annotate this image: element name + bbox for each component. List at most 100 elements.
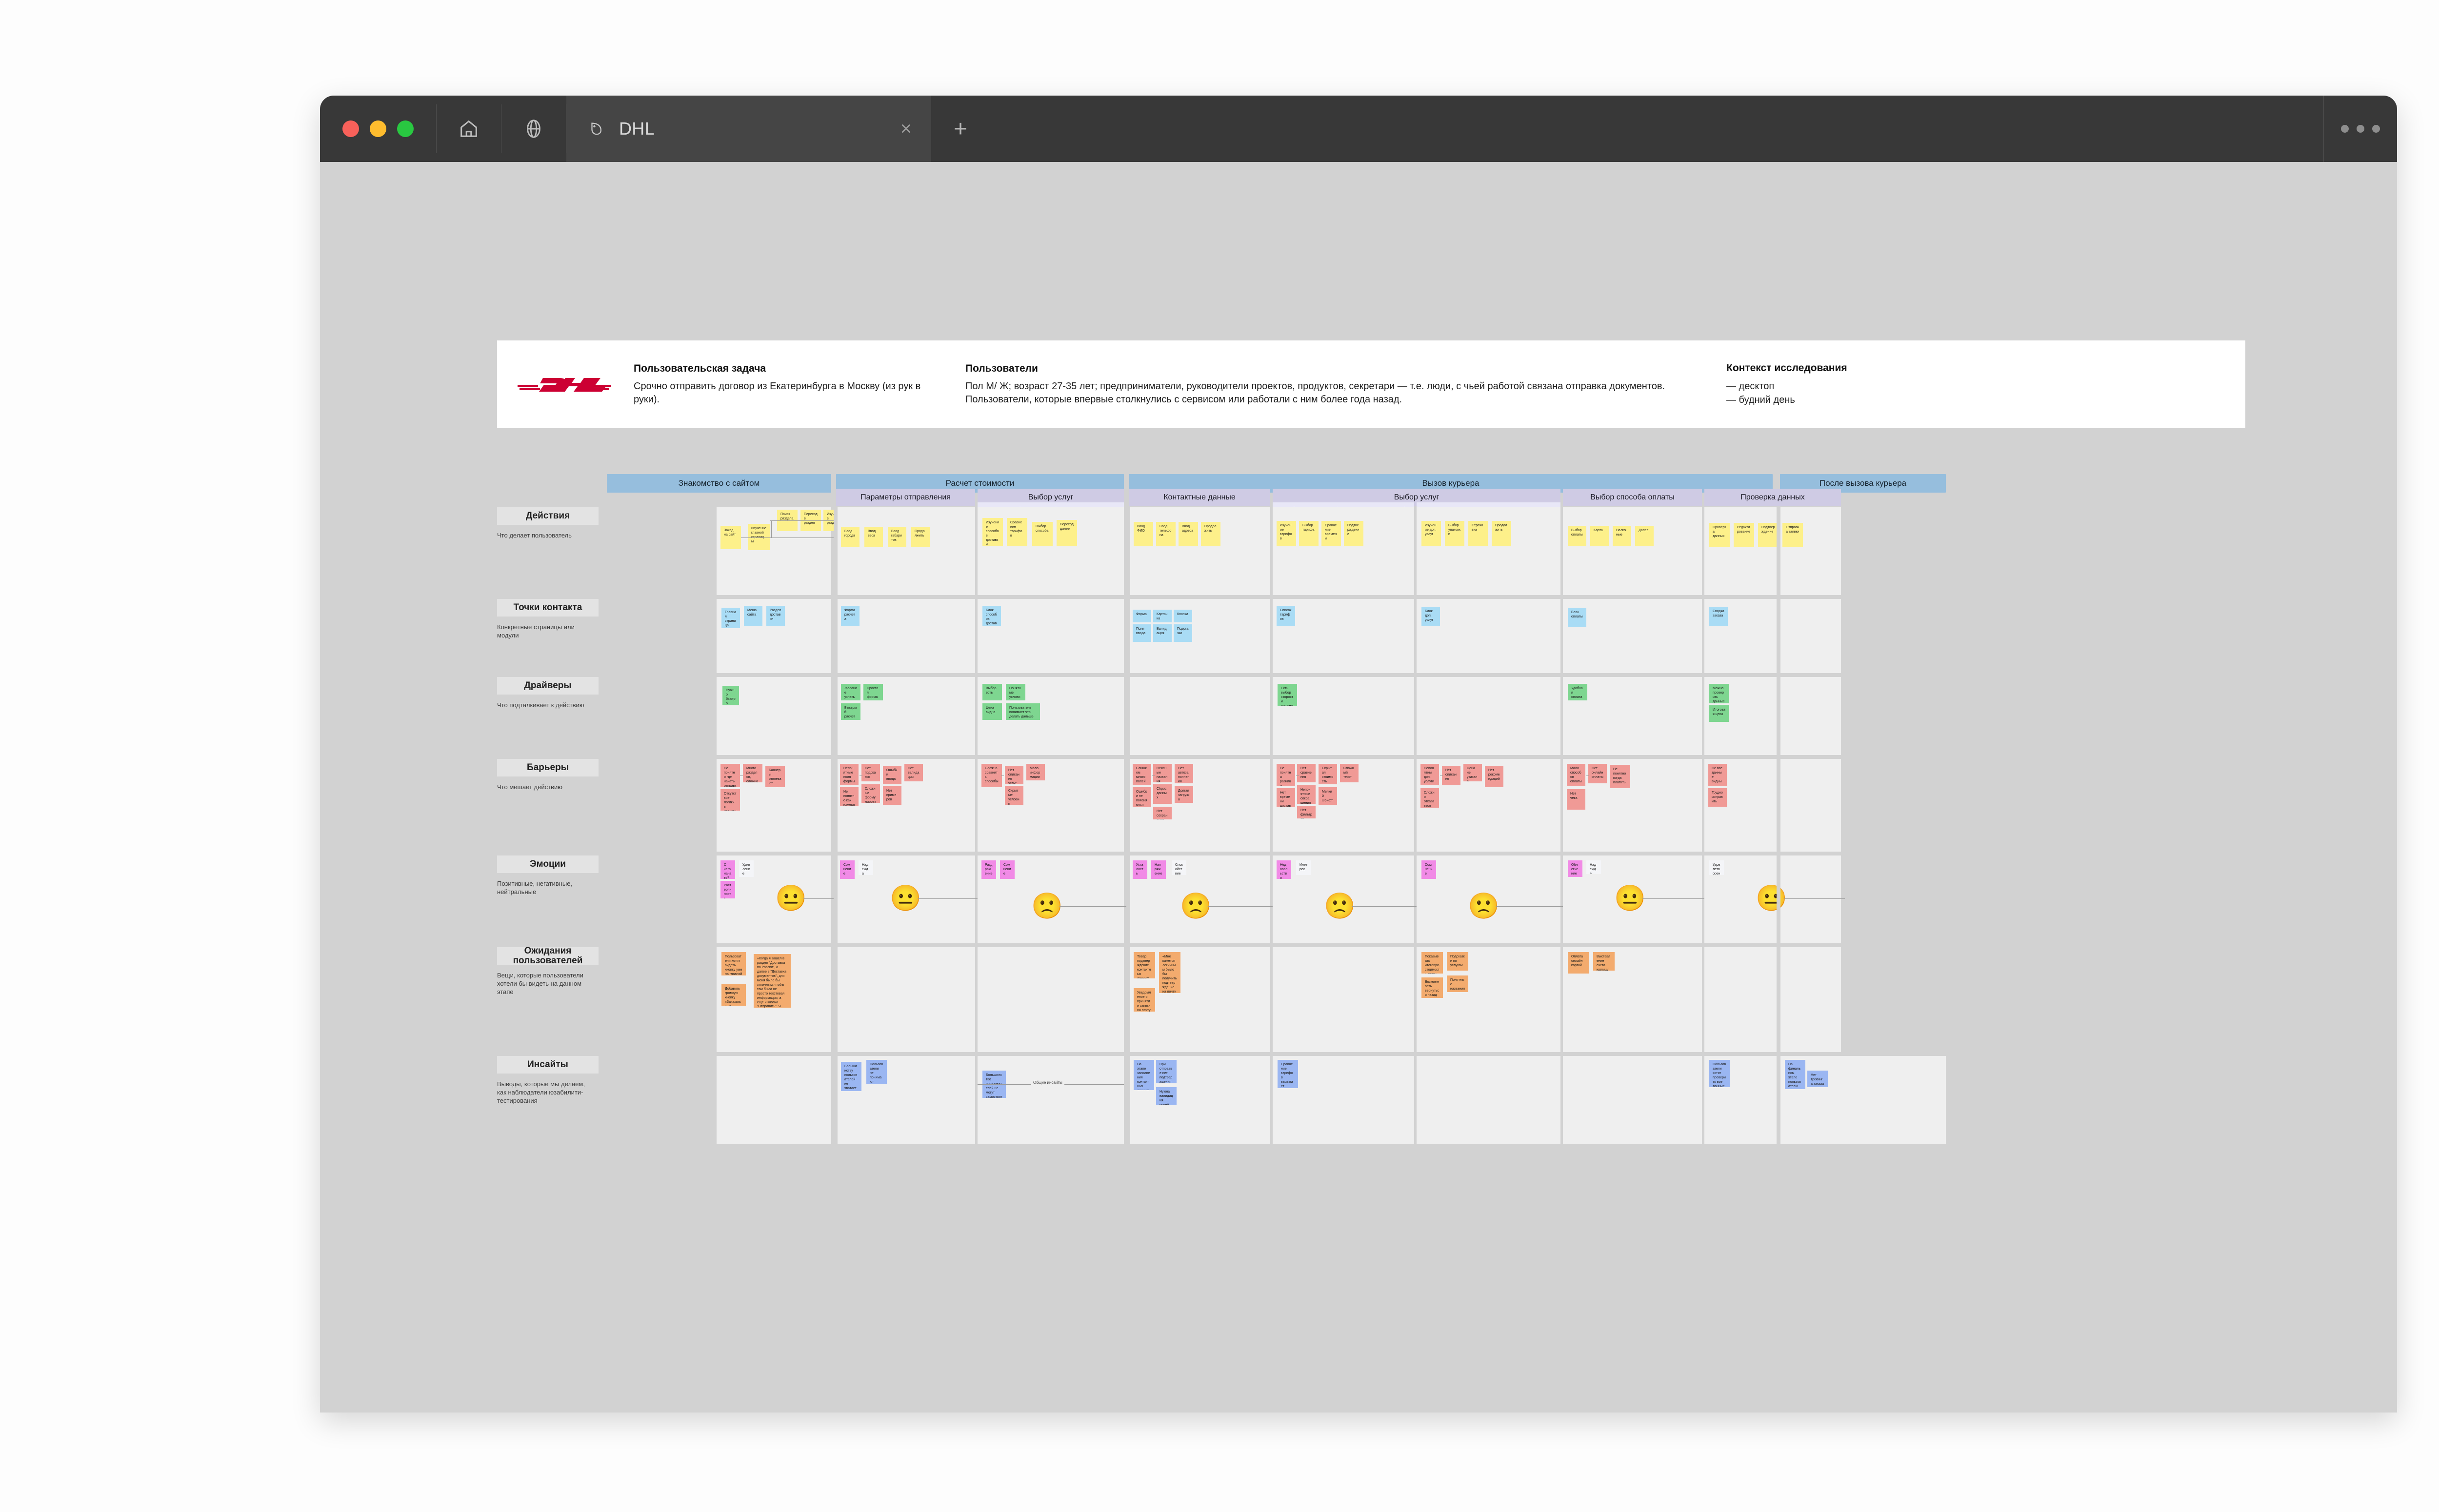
sticky-note[interactable]: Сложно сравнить способы <box>981 764 1002 787</box>
sticky-note[interactable]: Пользователи не понимают габариты и вес … <box>866 1060 887 1084</box>
sticky-note[interactable]: Нет валидации <box>904 764 923 781</box>
sticky-note[interactable]: Понятные условия <box>1006 684 1025 700</box>
cell-r5-c3[interactable]: Товар подтверждение контактных данных см… <box>1129 947 1270 1052</box>
sticky-note[interactable]: Отправка заявки <box>1782 523 1803 547</box>
sticky-note[interactable]: Пользователи хотят проверить все данные … <box>1709 1060 1730 1087</box>
page-viewport[interactable]: Пользовательская задача Срочно отправить… <box>320 162 2397 1413</box>
cell-r1-c3[interactable]: Форма Карточка Кнопка Поля ввода Валидация По… <box>1129 599 1270 673</box>
cell-r4-c1[interactable]: Сомнение Надежда 😐 <box>836 855 979 943</box>
sticky-note[interactable]: Надежда <box>859 860 873 875</box>
sticky-note[interactable]: Страховка <box>1468 521 1488 546</box>
sticky-note[interactable]: Непонятны доп. услуги <box>1420 764 1439 785</box>
cell-r1-c0[interactable]: Главная страница Меню сайта Раздел доставк… <box>717 599 831 673</box>
substage-header-2[interactable]: Контактные данные <box>1129 489 1270 506</box>
cell-r3-c0[interactable]: Не понятно где начать отправку документа… <box>717 759 831 852</box>
sticky-note[interactable]: Список тарифов <box>1277 606 1295 626</box>
sticky-note[interactable]: Выбор тарифа <box>1299 521 1319 546</box>
sticky-note[interactable]: Переход далее <box>1057 520 1077 546</box>
sticky-note[interactable]: Уведомление о принятии заявки на почту <box>1134 988 1155 1012</box>
sticky-note[interactable]: Проверка данных <box>1709 523 1730 547</box>
sticky-note[interactable]: Блок способов доставки <box>982 606 1001 626</box>
sticky-note[interactable]: Выставление счета юрлицу <box>1593 952 1615 971</box>
sticky-note[interactable]: Нет трекинга заказа <box>1807 1071 1828 1087</box>
sticky-note[interactable]: Итоговая цена <box>1709 705 1729 722</box>
sticky-note[interactable]: Цена видна <box>982 703 1002 720</box>
sticky-note[interactable]: Редактирование <box>1734 523 1754 547</box>
sticky-note[interactable]: Карточка <box>1153 610 1172 622</box>
cell-r1-c4[interactable]: Список тарифов <box>1273 599 1414 673</box>
sticky-note[interactable]: Есть выбор скорости доставки <box>1278 684 1297 706</box>
sticky-note[interactable]: Блок оплаты <box>1568 608 1586 627</box>
cell-r2-c4[interactable]: Есть выбор скорости доставки <box>1273 677 1414 755</box>
sticky-note[interactable]: Сравнение времени <box>1321 521 1341 546</box>
cell-r5-c5[interactable]: Показывать итоговую стоимость сразу Возмо… <box>1417 947 1560 1052</box>
cell-r6-c0[interactable] <box>717 1056 831 1144</box>
sticky-note[interactable]: Пользователи хотят видеть кнопку уже на … <box>721 952 746 975</box>
cell-r0-c1[interactable]: Ввод города Ввод веса Ввод габаритов Продол… <box>836 507 975 595</box>
sticky-note[interactable]: Выбор упаковки <box>1445 521 1464 546</box>
cell-r1-c5[interactable]: Блок доп. услуг <box>1417 599 1560 673</box>
sticky-note[interactable]: Понятные названия <box>1447 975 1468 992</box>
sticky-note[interactable]: Цена не указана <box>1463 764 1482 781</box>
cell-r5-c4[interactable] <box>1273 947 1414 1052</box>
sticky-note[interactable]: Ошибки ввода <box>883 766 901 784</box>
substage-header-0[interactable]: Параметры отправления <box>836 489 975 506</box>
sticky-note[interactable]: Изучение главной страницы <box>748 524 770 550</box>
sticky-note[interactable]: Нет времени доставки <box>1277 788 1295 807</box>
sticky-note[interactable]: Спокойствие <box>1172 860 1186 875</box>
sticky-note[interactable]: Желание узнать цену <box>841 684 860 700</box>
cell-r5-c6[interactable]: Оплата онлайн картой Выставление счета юр… <box>1563 947 1702 1052</box>
cell-r5-c0[interactable]: Пользователи хотят видеть кнопку уже на … <box>717 947 831 1052</box>
sticky-note[interactable]: Трудно исправить <box>1708 788 1727 807</box>
sticky-note[interactable]: Ввод адреса <box>1179 522 1198 546</box>
sticky-note[interactable]: Оплата онлайн картой <box>1568 952 1589 974</box>
cell-r3-c5[interactable]: Непонятны доп. услуги Нет описания Цена не… <box>1417 759 1560 852</box>
sticky-note[interactable]: Раздражение <box>981 860 996 879</box>
sticky-note[interactable]: Подсказки <box>1174 624 1192 642</box>
cell-r4-c7[interactable]: Удовлетворение 😐 <box>1704 855 1845 943</box>
sticky-note[interactable]: Растерянность <box>720 881 735 898</box>
cell-r4-c3[interactable]: Усталость Напряжение Спокойствие 🙁 <box>1129 855 1274 943</box>
maximize-window-button[interactable] <box>397 120 414 137</box>
substage-header-4[interactable]: Выбор способа оплаты <box>1563 489 1702 506</box>
sticky-note[interactable]: Удобная оплата <box>1568 684 1587 700</box>
new-tab-button[interactable]: + <box>953 116 968 142</box>
sticky-note[interactable]: Не понятно как измерять <box>840 787 859 806</box>
sticky-note[interactable]: Нет подсказок <box>861 764 880 781</box>
sticky-note[interactable]: Напряжение <box>1151 860 1166 879</box>
sticky-note[interactable]: Много разделов, сложно найти нужный <box>743 764 762 782</box>
cell-r2-c3[interactable] <box>1129 677 1270 755</box>
sticky-note[interactable]: Непонятные поля формы <box>840 764 859 785</box>
globe-button[interactable] <box>501 96 566 162</box>
minimize-window-button[interactable] <box>370 120 386 137</box>
cell-r0-c2[interactable]: Изучение способов доставки Сравнение тари… <box>978 507 1124 595</box>
close-window-button[interactable] <box>342 120 359 137</box>
sticky-note[interactable]: Возможность вернуться назад <box>1421 977 1443 998</box>
sticky-note[interactable]: Главная страница <box>721 608 740 628</box>
sticky-note[interactable]: Изучение доп. услуг <box>1421 521 1441 546</box>
sticky-note[interactable]: Подсказки по услугам <box>1447 952 1468 971</box>
sticky-note[interactable]: Заход на сайт <box>720 526 741 549</box>
sticky-note[interactable]: Раздел доставки <box>766 606 785 626</box>
cell-r2-c6[interactable]: Удобная оплата <box>1563 677 1702 755</box>
cell-r1-c2[interactable]: Блок способов доставки <box>978 599 1124 673</box>
sticky-note[interactable]: На финальном этапе пользователю не хвата… <box>1785 1060 1805 1089</box>
sticky-note[interactable]: Сравнение тарифов вызывает затруднения <box>1278 1060 1298 1088</box>
sticky-note[interactable]: Валидация <box>1153 624 1172 642</box>
sticky-note[interactable]: Сброс данных <box>1153 784 1172 804</box>
sticky-note[interactable]: Кнопка <box>1174 610 1192 622</box>
sticky-note[interactable]: Добавить громкую кнопку «Заказать» на гл… <box>721 984 746 1006</box>
sticky-note[interactable]: Сложные формулировки <box>861 784 880 803</box>
sticky-note[interactable]: Непонятные сокращения <box>1297 785 1316 804</box>
cell-r2-c0[interactable]: Нужно быстро отправить <box>717 677 831 755</box>
cell-r5-c2[interactable] <box>978 947 1124 1052</box>
sticky-note[interactable]: Изучение тарифов <box>1277 521 1296 546</box>
sticky-note[interactable]: Облегчение <box>1568 860 1582 877</box>
cell-r6-c1[interactable]: Большинству пользователей не хватает под… <box>836 1056 975 1144</box>
home-button[interactable] <box>437 96 501 162</box>
sticky-note[interactable]: Долгая загрузка <box>1175 786 1193 803</box>
sticky-note[interactable]: Продолжить <box>911 527 930 547</box>
sticky-note[interactable]: С чего начать? <box>720 860 735 879</box>
sticky-note[interactable]: Показывать итоговую стоимость сразу <box>1421 952 1443 974</box>
